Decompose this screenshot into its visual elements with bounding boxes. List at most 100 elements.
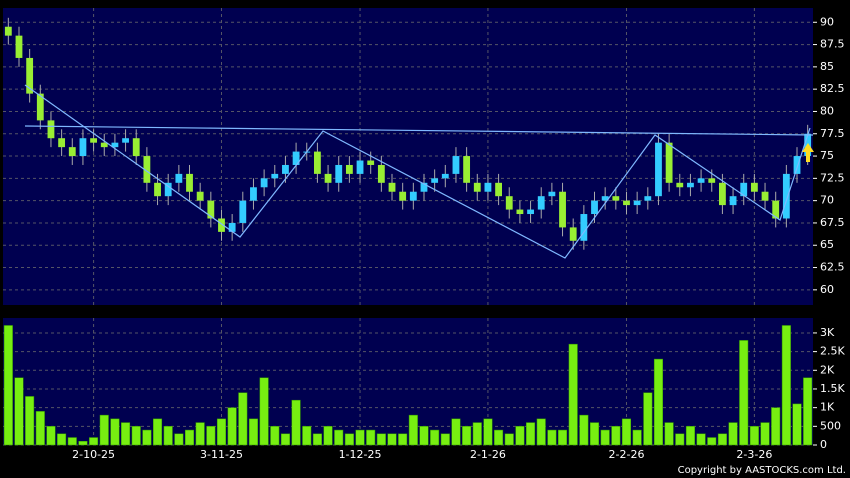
volume-panel — [3, 318, 813, 445]
candle-body — [399, 191, 407, 201]
candle-body — [612, 196, 620, 201]
volume-bar — [430, 429, 440, 446]
candle-body — [495, 182, 503, 197]
candle-body — [335, 164, 343, 183]
y-tick-label: 77.5 — [820, 127, 845, 140]
volume-bar — [781, 325, 791, 446]
volume-bar — [568, 343, 578, 446]
candle-body — [601, 196, 609, 201]
volume-bar — [600, 429, 610, 446]
arrow-icon — [802, 143, 814, 162]
candle-body — [58, 138, 66, 148]
y-tick-label: 67.5 — [820, 216, 845, 229]
volume-bar — [494, 429, 504, 446]
volume-bar — [749, 426, 759, 446]
volume-bar — [728, 422, 738, 446]
volume-bar — [25, 396, 35, 446]
volume-bar — [259, 377, 269, 446]
volume-bar — [590, 422, 600, 446]
volume-bar — [803, 377, 813, 446]
volume-bar — [312, 433, 322, 446]
volume-bar — [707, 437, 717, 446]
y-tick-label: 82.5 — [820, 82, 845, 95]
candle-body — [26, 57, 34, 94]
candle-body — [708, 178, 716, 183]
candle-body — [122, 138, 129, 143]
y-tick-label: 60 — [820, 283, 834, 296]
x-tick-label: 1-12-25 — [339, 448, 382, 461]
candle-body — [772, 200, 780, 219]
candle-body — [36, 93, 44, 121]
candle-body — [750, 182, 758, 192]
volume-bar — [270, 426, 280, 446]
volume-bar — [515, 426, 525, 446]
y-tick-label: 0 — [820, 438, 827, 451]
x-tick-label: 2-1-26 — [470, 448, 506, 461]
candle-body — [111, 142, 119, 148]
volume-bar — [717, 433, 727, 446]
candle-body — [345, 164, 353, 174]
volume-bar — [163, 426, 173, 446]
volume-bar — [366, 429, 376, 446]
candle-body — [537, 196, 545, 210]
candle-body — [697, 178, 705, 183]
trend-line — [24, 125, 814, 136]
volume-bar — [344, 433, 354, 446]
candle-body — [79, 138, 87, 157]
volume-bar — [419, 426, 429, 446]
candle-body — [143, 156, 151, 183]
candle-body — [516, 209, 524, 215]
x-tick-label: 2-3-26 — [736, 448, 772, 461]
y-tick-label: 70 — [820, 194, 834, 207]
volume-bar — [302, 426, 312, 446]
x-tick-label: 2-2-26 — [609, 448, 645, 461]
candle-body — [655, 142, 662, 197]
candle-body — [356, 160, 364, 174]
volume-bar — [664, 422, 674, 446]
y-tick-label: 90 — [820, 15, 834, 28]
candle-body — [186, 173, 193, 192]
volume-bar — [558, 429, 568, 446]
y-tick-label: 87.5 — [820, 38, 845, 51]
candle-body — [548, 191, 556, 197]
y-tick-label: 85 — [820, 60, 834, 73]
candle-body — [761, 191, 769, 201]
volume-bar — [771, 407, 781, 446]
y-tick-label: 65 — [820, 238, 834, 251]
volume-bar — [632, 429, 642, 446]
candle-body — [68, 147, 76, 157]
candle-body — [718, 182, 726, 206]
volume-bar — [3, 325, 13, 446]
candle-body — [100, 142, 108, 148]
volume-bar — [131, 426, 141, 446]
y-tick-label: 80 — [820, 104, 834, 117]
candle-body — [633, 200, 641, 206]
candle-body — [782, 173, 790, 219]
y-tick-label: 72.5 — [820, 171, 845, 184]
candle-body — [484, 182, 492, 192]
candle-body — [793, 156, 801, 174]
volume-bar — [57, 433, 67, 446]
volume-bar — [227, 407, 237, 446]
candle-body — [569, 227, 577, 241]
volume-bar — [185, 429, 195, 446]
x-tick-label: 2-10-25 — [72, 448, 115, 461]
candle-body — [175, 173, 183, 183]
candle-body — [463, 156, 471, 183]
candle-body — [239, 200, 247, 223]
volume-bar — [110, 418, 120, 446]
volume-bar — [89, 437, 99, 446]
volume-bar — [621, 418, 632, 446]
volume-bar — [536, 418, 546, 446]
volume-bar — [238, 392, 248, 446]
candle-body — [292, 151, 300, 165]
candle-body — [196, 191, 204, 201]
candle-body — [324, 173, 332, 183]
candle-body — [740, 182, 748, 197]
candle-body — [644, 196, 652, 201]
volume-bar — [99, 414, 109, 446]
volume-bar — [323, 426, 333, 446]
volume-bar — [579, 414, 589, 446]
volume-bar — [462, 426, 472, 446]
